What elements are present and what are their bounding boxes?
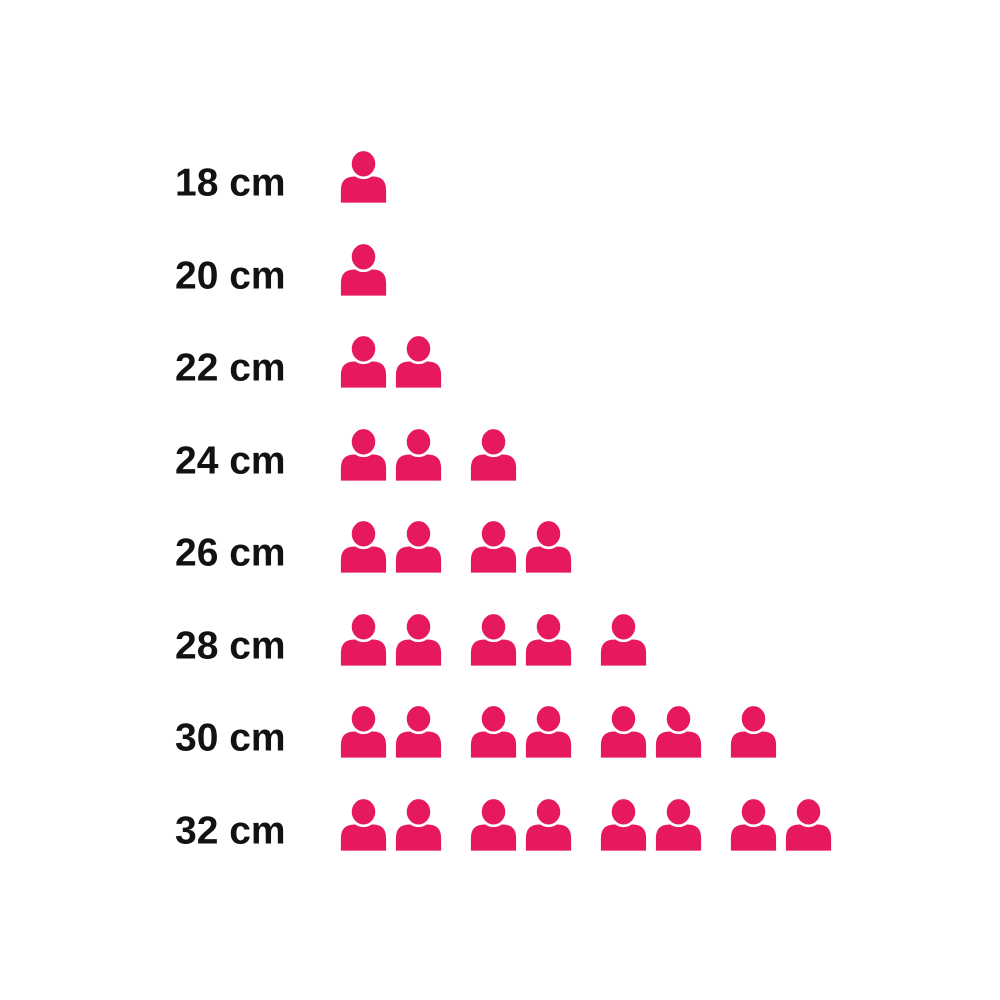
person-icon (730, 702, 777, 760)
pictogram-row: 18 cm (0, 130, 1000, 223)
person-icon (655, 702, 702, 760)
person-icon (395, 702, 442, 760)
pictogram-row: 20 cm (0, 223, 1000, 316)
person-icon (470, 517, 517, 575)
category-label: 26 cm (175, 531, 286, 575)
person-icon (340, 147, 387, 205)
person-icon (600, 795, 647, 853)
category-label: 24 cm (175, 439, 286, 483)
pictogram-row: 32 cm (0, 778, 1000, 871)
category-label: 28 cm (175, 624, 286, 668)
chart-rows: 18 cm 20 cm 22 cm 24 cm (0, 130, 1000, 870)
pictogram-row: 22 cm (0, 315, 1000, 408)
person-icon (395, 610, 442, 668)
category-label: 32 cm (175, 809, 286, 853)
icon-row (340, 332, 450, 390)
pictogram-row: 30 cm (0, 685, 1000, 778)
icon-row (340, 795, 840, 853)
person-icon (395, 517, 442, 575)
person-icon (600, 702, 647, 760)
category-label: 22 cm (175, 346, 286, 390)
person-icon (340, 795, 387, 853)
icon-row (340, 425, 525, 483)
icon-row (340, 702, 785, 760)
person-icon (525, 517, 572, 575)
person-icon (340, 610, 387, 668)
person-icon (470, 795, 517, 853)
person-icon (340, 702, 387, 760)
person-icon (340, 240, 387, 298)
person-icon (470, 702, 517, 760)
icon-row (340, 610, 655, 668)
icon-row (340, 240, 395, 298)
person-icon (340, 332, 387, 390)
person-icon (600, 610, 647, 668)
icon-row (340, 147, 395, 205)
person-icon (525, 610, 572, 668)
pictogram-row: 28 cm (0, 593, 1000, 686)
category-label: 18 cm (175, 161, 286, 205)
person-icon (470, 425, 517, 483)
person-icon (340, 425, 387, 483)
person-icon (470, 610, 517, 668)
person-icon (340, 517, 387, 575)
person-icon (785, 795, 832, 853)
person-icon (730, 795, 777, 853)
pictogram-row: 26 cm (0, 500, 1000, 593)
person-icon (395, 795, 442, 853)
person-icon (525, 795, 572, 853)
person-icon (395, 425, 442, 483)
category-label: 30 cm (175, 716, 286, 760)
person-icon (655, 795, 702, 853)
category-label: 20 cm (175, 254, 286, 298)
person-icon (395, 332, 442, 390)
icon-row (340, 517, 580, 575)
person-icon (525, 702, 572, 760)
pictogram-row: 24 cm (0, 408, 1000, 501)
